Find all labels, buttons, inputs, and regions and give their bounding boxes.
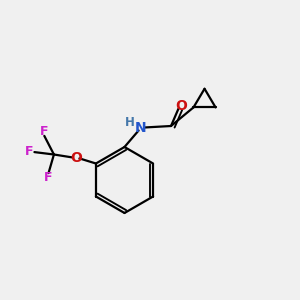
Text: F: F	[26, 145, 34, 158]
Text: O: O	[70, 151, 83, 164]
Text: F: F	[44, 171, 52, 184]
Text: N: N	[135, 121, 147, 134]
Text: O: O	[176, 99, 188, 113]
Text: F: F	[40, 124, 48, 138]
Text: H: H	[125, 116, 134, 129]
